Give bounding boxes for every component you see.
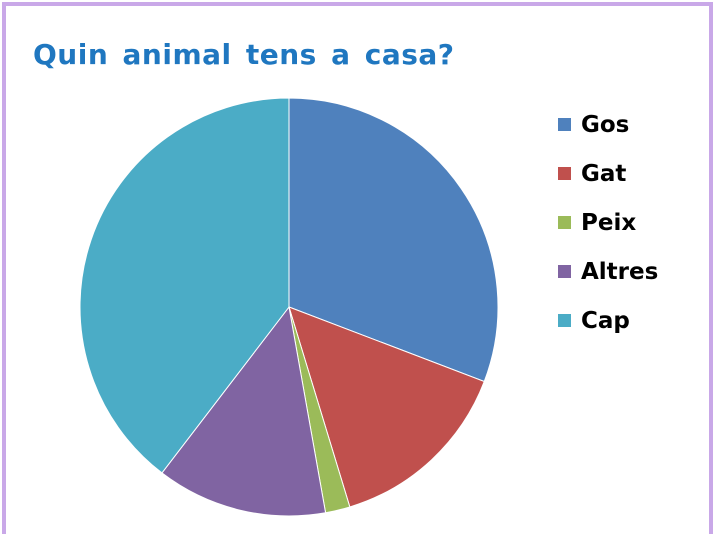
legend-item-altres: Altres <box>558 247 658 296</box>
legend-swatch <box>558 167 571 180</box>
pie-slice-gat <box>288 306 485 508</box>
legend-item-peix: Peix <box>558 198 658 247</box>
legend-swatch <box>558 118 571 131</box>
legend-swatch <box>558 265 571 278</box>
legend-label: Cap <box>581 307 630 334</box>
chart-title: Quin animal tens a casa? <box>33 38 455 71</box>
legend-swatch <box>558 314 571 327</box>
pie-slice-gos <box>288 97 499 383</box>
legend-label: Gat <box>581 160 627 187</box>
pie-slice-altres <box>161 305 327 517</box>
legend-label: Altres <box>581 258 659 285</box>
pie-slice-cap <box>79 97 290 474</box>
legend-item-gos: Gos <box>558 100 658 149</box>
legend-item-cap: Cap <box>558 296 658 345</box>
legend-swatch <box>558 216 571 229</box>
legend-label: Peix <box>581 209 637 236</box>
legend-item-gat: Gat <box>558 149 658 198</box>
legend-label: Gos <box>581 111 630 138</box>
chart-legend: Gos Gat Peix Altres Cap <box>558 100 658 345</box>
